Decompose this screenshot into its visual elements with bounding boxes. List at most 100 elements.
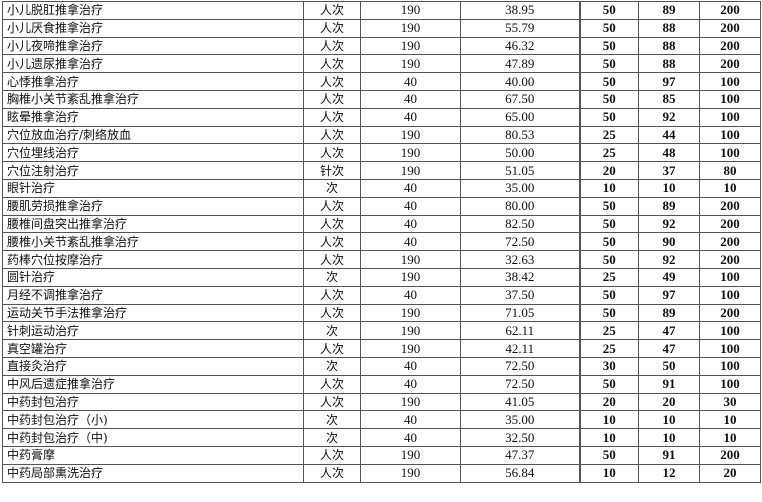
price-cell: 82.50 [460, 214, 580, 234]
quantity-cell: 190 [360, 463, 461, 483]
mid-value-cell: 89 [638, 1, 700, 20]
item-name-cell: 小儿遗尿推拿治疗 [2, 54, 304, 74]
price-cell: 47.89 [460, 54, 580, 74]
item-name-cell: 眩晕推拿治疗 [2, 107, 304, 127]
quantity-cell: 40 [360, 72, 461, 91]
table-row: 腰椎间盘突出推拿治疗 人次 40 82.50 50 92 200 [2, 214, 761, 234]
max-value-cell: 200 [699, 54, 761, 74]
unit-cell: 人次 [303, 72, 361, 91]
max-value-cell: 200 [699, 250, 761, 269]
table-row: 心悸推拿治疗 人次 40 40.00 50 97 100 [2, 72, 761, 91]
mid-value-cell: 48 [638, 143, 700, 163]
min-value-cell: 50 [578, 374, 639, 394]
table-row: 真空罐治疗 人次 190 42.11 25 47 100 [2, 339, 761, 358]
min-value-cell: 30 [578, 356, 639, 376]
table-row: 针刺运动治疗次 190 62.11 25 47 100 [2, 321, 761, 341]
price-cell: 56.84 [460, 463, 580, 483]
price-cell: 67.50 [460, 89, 580, 109]
min-value-cell: 50 [578, 1, 639, 20]
item-name-cell: 眼针治疗 [2, 178, 304, 198]
item-name-cell: 真空罐治疗 [2, 339, 304, 358]
item-name-cell: 中药封包治疗（小) [2, 410, 304, 430]
item-name-cell: 胸椎小关节紊乱推拿治疗 [2, 89, 304, 109]
quantity-cell: 190 [360, 125, 461, 145]
min-value-cell: 10 [578, 410, 639, 430]
quantity-cell: 190 [360, 445, 461, 465]
max-value-cell: 100 [699, 143, 761, 163]
unit-cell: 人次 [303, 463, 361, 483]
price-cell: 72.50 [460, 232, 580, 252]
mid-value-cell: 91 [638, 445, 700, 465]
quantity-cell: 190 [360, 143, 461, 163]
unit-cell: 人次 [303, 143, 361, 163]
price-cell: 80.00 [460, 196, 580, 216]
mid-value-cell: 49 [638, 267, 700, 287]
item-name-cell: 腰椎小关节紊乱推拿治疗 [2, 232, 304, 252]
mid-value-cell: 92 [638, 214, 700, 234]
price-cell: 38.42 [460, 267, 580, 287]
table-row: 眼针治疗次 40 35.00 10 10 10 [2, 178, 761, 198]
price-cell: 62.11 [460, 321, 580, 341]
max-value-cell: 80 [699, 161, 761, 180]
mid-value-cell: 92 [638, 250, 700, 269]
min-value-cell: 25 [578, 321, 639, 341]
max-value-cell: 200 [699, 196, 761, 216]
item-name-cell: 小儿厌食推拿治疗 [2, 18, 304, 38]
price-cell: 32.50 [460, 428, 580, 447]
unit-cell: 人次 [303, 196, 361, 216]
item-name-cell: 中药局部熏洗治疗 [2, 463, 304, 483]
min-value-cell: 50 [578, 196, 639, 216]
table-row: 中药局部熏洗治疗 人次 190 56.84 10 12 20 [2, 463, 761, 483]
item-name-cell: 小儿夜啼推拿治疗 [2, 36, 304, 56]
min-value-cell: 10 [578, 463, 639, 483]
table-row: 腰肌劳损推拿治疗 人次 40 80.00 50 89 200 [2, 196, 761, 216]
item-name-cell: 穴位埋线治疗 [2, 143, 304, 163]
table-row: 眩晕推拿治疗 人次 40 65.00 50 92 100 [2, 107, 761, 127]
mid-value-cell: 91 [638, 374, 700, 394]
mid-value-cell: 88 [638, 36, 700, 56]
min-value-cell: 10 [578, 428, 639, 447]
quantity-cell: 40 [360, 285, 461, 305]
item-name-cell: 中药封包治疗（中) [2, 428, 304, 447]
quantity-cell: 190 [360, 339, 461, 358]
max-value-cell: 200 [699, 36, 761, 56]
unit-cell: 人次 [303, 392, 361, 412]
price-cell: 80.53 [460, 125, 580, 145]
quantity-cell: 40 [360, 89, 461, 109]
item-name-cell: 中药封包治疗 [2, 392, 304, 412]
unit-cell: 人次 [303, 250, 361, 269]
max-value-cell: 20 [699, 463, 761, 483]
max-value-cell: 100 [699, 267, 761, 287]
price-cell: 47.37 [460, 445, 580, 465]
unit-cell: 次 [303, 410, 361, 430]
table-row: 穴位埋线治疗 人次 190 50.00 25 48 100 [2, 143, 761, 163]
max-value-cell: 100 [699, 356, 761, 376]
table-row: 腰椎小关节紊乱推拿治疗 人次 40 72.50 50 90 200 [2, 232, 761, 252]
unit-cell: 人次 [303, 125, 361, 145]
mid-value-cell: 97 [638, 285, 700, 305]
quantity-cell: 190 [360, 54, 461, 74]
table-row: 小儿厌食推拿治疗 人次 190 55.79 50 88 200 [2, 18, 761, 38]
quantity-cell: 40 [360, 356, 461, 376]
max-value-cell: 10 [699, 178, 761, 198]
table-row: 月经不调推拿治疗 人次 40 37.50 50 97 100 [2, 285, 761, 305]
item-name-cell: 中药膏摩 [2, 445, 304, 465]
unit-cell: 人次 [303, 36, 361, 56]
price-cell: 35.00 [460, 178, 580, 198]
item-name-cell: 直接灸治疗 [2, 356, 304, 376]
max-value-cell: 200 [699, 1, 761, 20]
price-cell: 50.00 [460, 143, 580, 163]
unit-cell: 针次 [303, 161, 361, 180]
quantity-cell: 190 [360, 250, 461, 269]
min-value-cell: 25 [578, 125, 639, 145]
mid-value-cell: 88 [638, 18, 700, 38]
quantity-cell: 40 [360, 232, 461, 252]
mid-value-cell: 47 [638, 339, 700, 358]
price-cell: 32.63 [460, 250, 580, 269]
quantity-cell: 190 [360, 36, 461, 56]
quantity-cell: 190 [360, 303, 461, 323]
quantity-cell: 190 [360, 1, 461, 20]
item-name-cell: 小儿脱肛推拿治疗 [2, 1, 304, 20]
mid-value-cell: 12 [638, 463, 700, 483]
item-name-cell: 腰椎间盘突出推拿治疗 [2, 214, 304, 234]
